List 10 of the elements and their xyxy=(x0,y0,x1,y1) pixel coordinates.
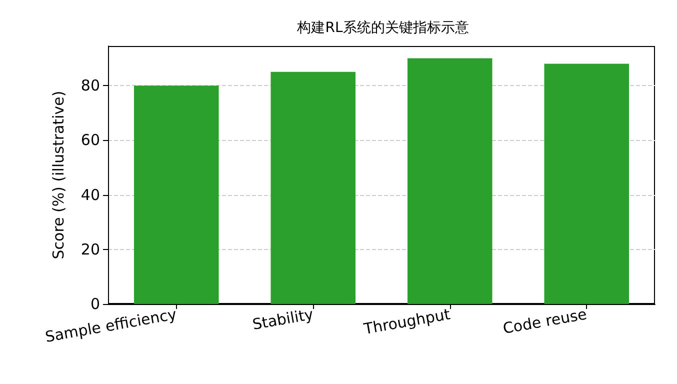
y-tick-label: 60 xyxy=(80,131,100,150)
x-tick-label: Throughput xyxy=(362,305,452,338)
y-tick-label: 80 xyxy=(80,76,100,95)
chart-title: 构建RL系统的关键指标示意 xyxy=(296,20,469,36)
y-axis-title: Score (%) (illustrative) xyxy=(50,90,68,260)
x-tick-label: Stability xyxy=(251,305,315,334)
x-tick-label: Code reuse xyxy=(502,305,588,338)
y-tick-label: 0 xyxy=(90,295,100,313)
y-tick-label: 20 xyxy=(80,240,100,258)
y-tick-label: 40 xyxy=(80,186,100,204)
